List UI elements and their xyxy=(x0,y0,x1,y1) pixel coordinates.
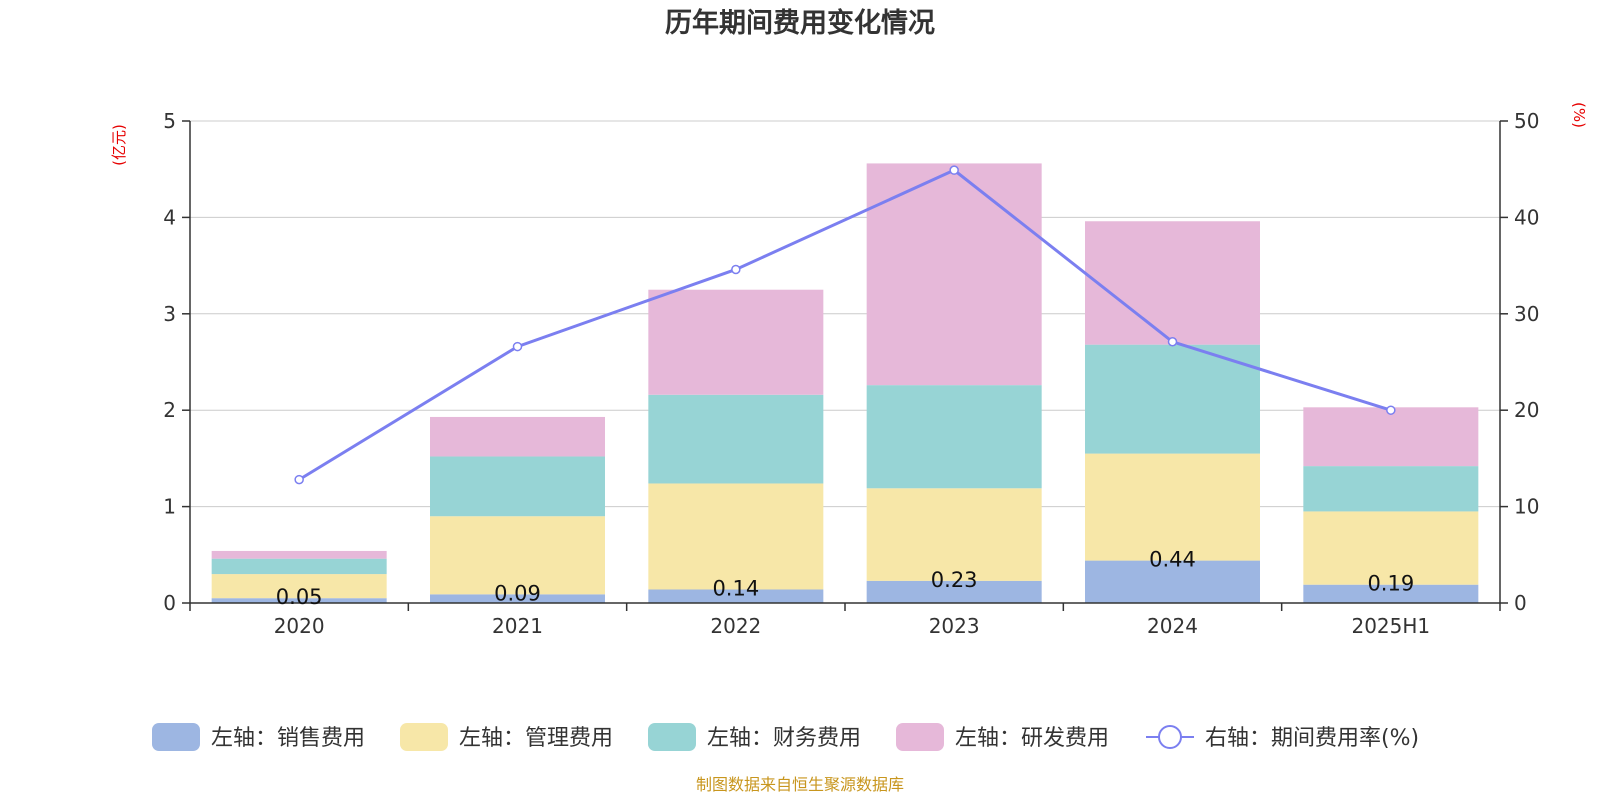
bar-segment-4 xyxy=(430,416,605,457)
rate-line xyxy=(298,168,1392,481)
right-tick-label: 0 xyxy=(1514,591,1527,615)
rate-point xyxy=(949,165,959,175)
legend-label-2: 左轴：管理费用 xyxy=(459,726,613,751)
left-tick-label: 0 xyxy=(163,591,176,615)
bar-segment-4 xyxy=(648,289,824,395)
data-label: 0.44 xyxy=(1149,548,1196,572)
legend: 左轴：销售费用 左轴：管理费用 左轴：财务费用 左轴：研发费用 右轴：期间费用率(%) xyxy=(152,723,1419,751)
legend-marker-icon xyxy=(1158,725,1182,749)
right-tick-label: 10 xyxy=(1514,495,1539,519)
data-label: 0.23 xyxy=(931,568,978,592)
bar-segment-3 xyxy=(1085,344,1260,454)
rate-point xyxy=(512,341,523,352)
left-tick-label: 1 xyxy=(163,495,176,519)
gridlines xyxy=(190,120,1500,508)
bar-segment-1 xyxy=(866,580,1042,603)
left-axis-unit: (亿元) xyxy=(110,124,128,166)
x-tick-label: 2024 xyxy=(1147,614,1198,638)
x-tick-label: 2023 xyxy=(929,614,980,638)
right-tick-label: 30 xyxy=(1514,302,1539,326)
chart-title: 历年期间费用变化情况 xyxy=(665,7,935,39)
bar-segment-2 xyxy=(211,574,387,599)
bar-segment-3 xyxy=(1303,466,1479,512)
data-label: 0.14 xyxy=(712,577,759,601)
bar-segment-4 xyxy=(1085,221,1260,345)
left-tick-label: 3 xyxy=(163,302,176,326)
data-label: 0.19 xyxy=(1367,572,1414,596)
bar-segment-2 xyxy=(430,516,605,595)
legend-label-1: 左轴：销售费用 xyxy=(211,726,365,751)
bar-segment-4 xyxy=(211,550,387,559)
bar-segment-1 xyxy=(1303,584,1479,603)
right-tick-label: 20 xyxy=(1514,398,1539,422)
bar-segment-3 xyxy=(430,456,605,517)
bar-segment-2 xyxy=(1085,453,1260,561)
data-label: 0.09 xyxy=(494,581,541,605)
legend-swatch-2 xyxy=(400,723,448,751)
x-tick-label: 2021 xyxy=(492,614,543,638)
x-tick-label: 2022 xyxy=(710,614,761,638)
right-tick-label: 50 xyxy=(1514,109,1539,133)
data-label: 0.05 xyxy=(276,585,323,609)
rate-point xyxy=(1167,337,1178,347)
x-tick-label: 2025H1 xyxy=(1351,614,1430,638)
right-tick-label: 40 xyxy=(1514,205,1539,229)
bar-segment-1 xyxy=(430,594,605,603)
bar-segment-3 xyxy=(211,558,387,575)
rate-point xyxy=(1386,405,1396,415)
legend-label-3: 左轴：财务费用 xyxy=(707,726,861,751)
rate-point xyxy=(731,264,741,275)
bar-segment-2 xyxy=(648,483,824,590)
rate-point xyxy=(294,474,304,485)
bar-segment-1 xyxy=(648,589,824,603)
left-tick-label: 2 xyxy=(163,398,176,422)
bar-segment-1 xyxy=(1085,560,1260,603)
bars-layer xyxy=(211,163,1479,603)
bar-segment-4 xyxy=(866,163,1042,386)
bar-segment-4 xyxy=(1303,407,1479,467)
legend-label-5: 右轴：期间费用率(%) xyxy=(1205,726,1419,751)
bar-segment-2 xyxy=(866,488,1042,581)
x-tick-label: 2020 xyxy=(274,614,325,638)
bar-segment-1 xyxy=(211,598,387,603)
legend-label-4: 左轴：研发费用 xyxy=(955,726,1109,751)
data-labels: 0.05 0.09 0.14 0.23 0.44 0.19 xyxy=(276,548,1414,610)
legend-swatch-3 xyxy=(648,723,696,751)
legend-swatch-4 xyxy=(896,723,944,751)
right-axis-unit: (%) xyxy=(1570,102,1588,128)
rate-line-layer xyxy=(294,165,1396,485)
source-note: 制图数据来自恒生聚源数据库 xyxy=(696,775,904,794)
left-tick-label: 5 xyxy=(163,109,176,133)
bar-segment-3 xyxy=(648,394,824,484)
bar-segment-3 xyxy=(866,385,1042,489)
left-tick-label: 4 xyxy=(163,205,176,229)
bar-segment-2 xyxy=(1303,511,1479,585)
legend-swatch-1 xyxy=(152,723,200,751)
